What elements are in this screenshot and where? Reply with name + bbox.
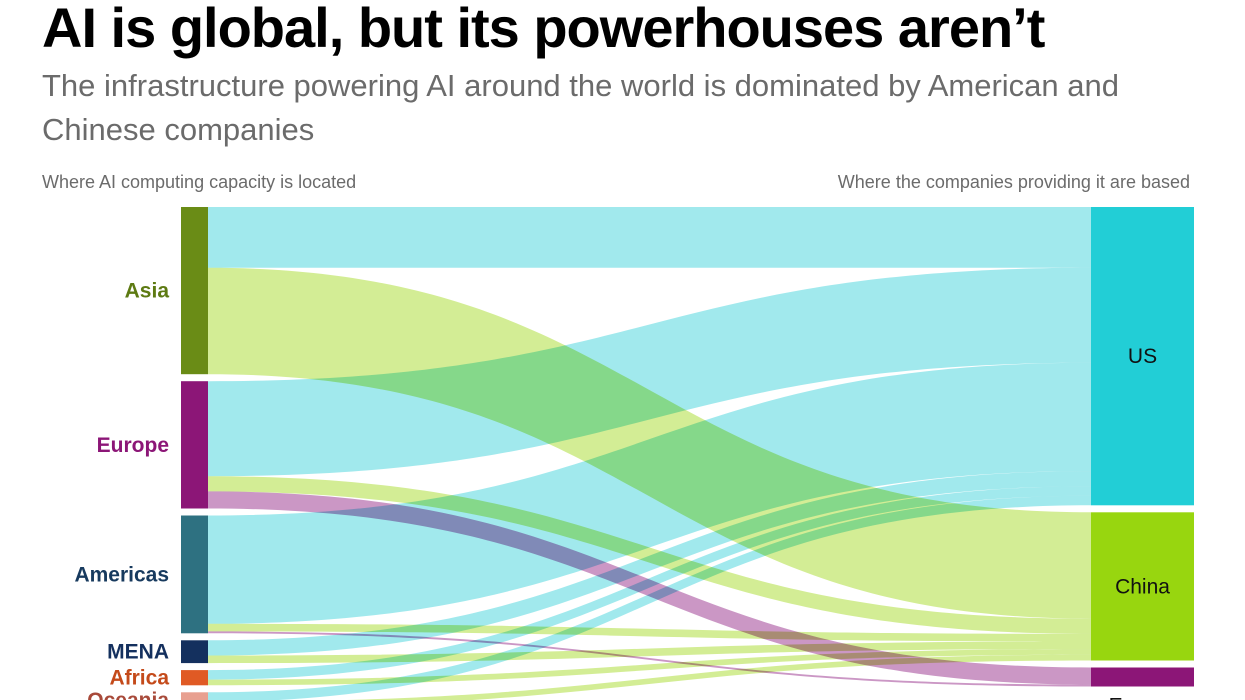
flow-americas-to-europe — [208, 631, 1091, 687]
source-node-africa — [181, 670, 208, 686]
source-node-americas — [181, 515, 208, 634]
source-node-mena — [181, 640, 208, 664]
target-node-china — [1091, 512, 1194, 661]
flow-africa-to-us — [208, 486, 1091, 680]
source-node-asia — [181, 207, 208, 375]
source-label-americas: Americas — [74, 563, 169, 586]
flow-oceania-to-us — [208, 495, 1091, 700]
source-label-mena: MENA — [107, 641, 169, 664]
flow-europe-to-us — [208, 267, 1091, 477]
flow-europe-to-china — [208, 476, 1091, 634]
flow-africa-to-china — [208, 649, 1091, 686]
flow-mena-to-us — [208, 471, 1091, 656]
flow-europe-to-europe — [208, 491, 1091, 685]
chart-title: AI is global, but its powerhouses aren’t — [42, 0, 1045, 59]
source-node-europe — [181, 381, 208, 509]
source-node-oceania — [181, 692, 208, 700]
source-label-oceania: Oceania — [87, 689, 169, 700]
flow-americas-to-us — [208, 362, 1091, 624]
target-node-us — [1091, 207, 1194, 506]
source-label-europe: Europe — [97, 434, 169, 457]
target-label-europe: Europe — [1109, 695, 1177, 700]
target-node-europe — [1091, 667, 1194, 687]
flow-oceania-to-china — [345, 654, 1091, 700]
flow-asia-to-us — [208, 207, 1091, 268]
chart-subtitle: The infrastructure powering AI around th… — [42, 68, 1119, 147]
source-label-asia: Asia — [125, 280, 170, 303]
target-label-china: China — [1115, 575, 1170, 598]
left-axis-label: Where AI computing capacity is located — [42, 172, 357, 192]
source-label-africa: Africa — [109, 667, 169, 690]
right-axis-label: Where the companies providing it are bas… — [837, 172, 1190, 192]
target-label-us: US — [1128, 345, 1157, 368]
